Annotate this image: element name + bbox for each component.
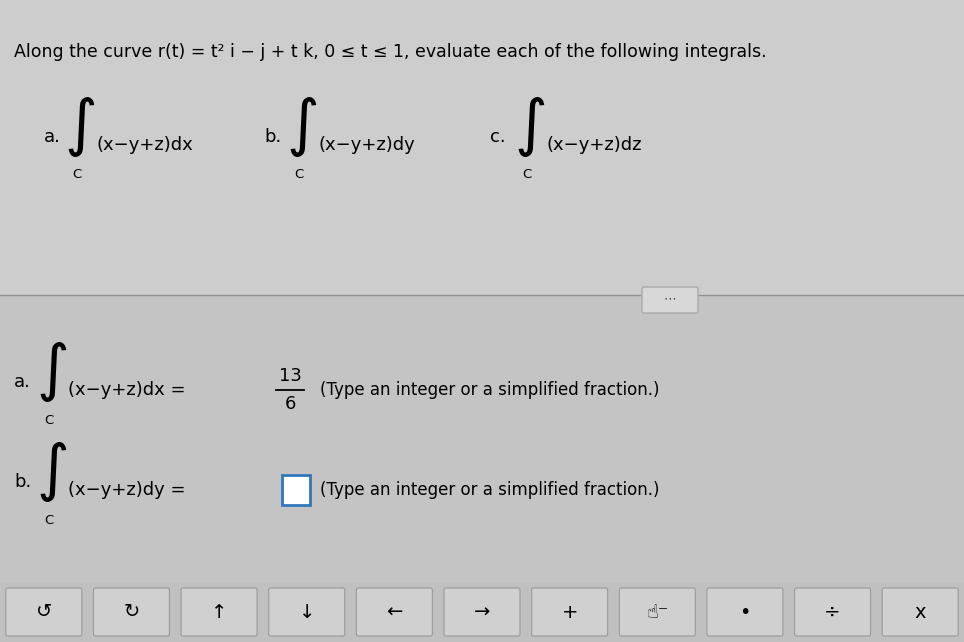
Text: C: C	[44, 514, 53, 526]
Text: (x−y+z)dy =: (x−y+z)dy =	[68, 481, 185, 499]
Text: c.: c.	[490, 128, 506, 146]
Text: →: →	[474, 602, 490, 621]
Text: $\int$: $\int$	[64, 95, 95, 159]
Text: a.: a.	[44, 128, 61, 146]
Text: ↺: ↺	[36, 602, 52, 621]
Text: $\int$: $\int$	[514, 95, 546, 159]
FancyBboxPatch shape	[357, 588, 433, 636]
Text: •: •	[739, 602, 751, 621]
Bar	[0, 582, 964, 642]
Text: x: x	[915, 602, 926, 621]
Text: b.: b.	[14, 473, 31, 491]
Text: $\int$: $\int$	[36, 440, 67, 504]
Text: ↑: ↑	[211, 602, 228, 621]
FancyBboxPatch shape	[282, 475, 310, 505]
FancyBboxPatch shape	[444, 588, 520, 636]
FancyBboxPatch shape	[94, 588, 170, 636]
Text: Along the curve r(t) = t² i − j + t k, 0 ≤ t ≤ 1, evaluate each of the following: Along the curve r(t) = t² i − j + t k, 0…	[14, 43, 766, 61]
Text: ☝⁻: ☝⁻	[646, 602, 668, 621]
Text: C: C	[44, 413, 53, 426]
Text: ←: ←	[387, 602, 403, 621]
Text: ⋯: ⋯	[664, 293, 676, 306]
FancyBboxPatch shape	[531, 588, 607, 636]
Text: C: C	[294, 168, 304, 182]
Text: C: C	[72, 168, 81, 182]
Bar	[0, 0, 964, 295]
FancyBboxPatch shape	[794, 588, 870, 636]
FancyBboxPatch shape	[181, 588, 257, 636]
FancyBboxPatch shape	[642, 287, 698, 313]
FancyBboxPatch shape	[269, 588, 345, 636]
FancyBboxPatch shape	[882, 588, 958, 636]
Text: ↻: ↻	[123, 602, 140, 621]
Text: 6: 6	[284, 395, 296, 413]
Text: ÷: ÷	[824, 602, 841, 621]
Text: (x−y+z)dz: (x−y+z)dz	[546, 136, 641, 154]
Text: (x−y+z)dy: (x−y+z)dy	[318, 136, 415, 154]
Text: a.: a.	[14, 373, 31, 391]
Text: (x−y+z)dx: (x−y+z)dx	[96, 136, 193, 154]
Text: 13: 13	[279, 367, 302, 385]
Text: $\int$: $\int$	[36, 340, 67, 404]
Bar	[0, 295, 964, 582]
Text: (Type an integer or a simplified fraction.): (Type an integer or a simplified fractio…	[320, 481, 659, 499]
Text: ↓: ↓	[299, 602, 315, 621]
Text: $\int$: $\int$	[286, 95, 317, 159]
Text: (Type an integer or a simplified fraction.): (Type an integer or a simplified fractio…	[320, 381, 659, 399]
Text: b.: b.	[264, 128, 281, 146]
FancyBboxPatch shape	[707, 588, 783, 636]
FancyBboxPatch shape	[619, 588, 695, 636]
Text: (x−y+z)dx =: (x−y+z)dx =	[68, 381, 185, 399]
FancyBboxPatch shape	[6, 588, 82, 636]
Text: +: +	[561, 602, 577, 621]
Text: C: C	[522, 168, 531, 182]
